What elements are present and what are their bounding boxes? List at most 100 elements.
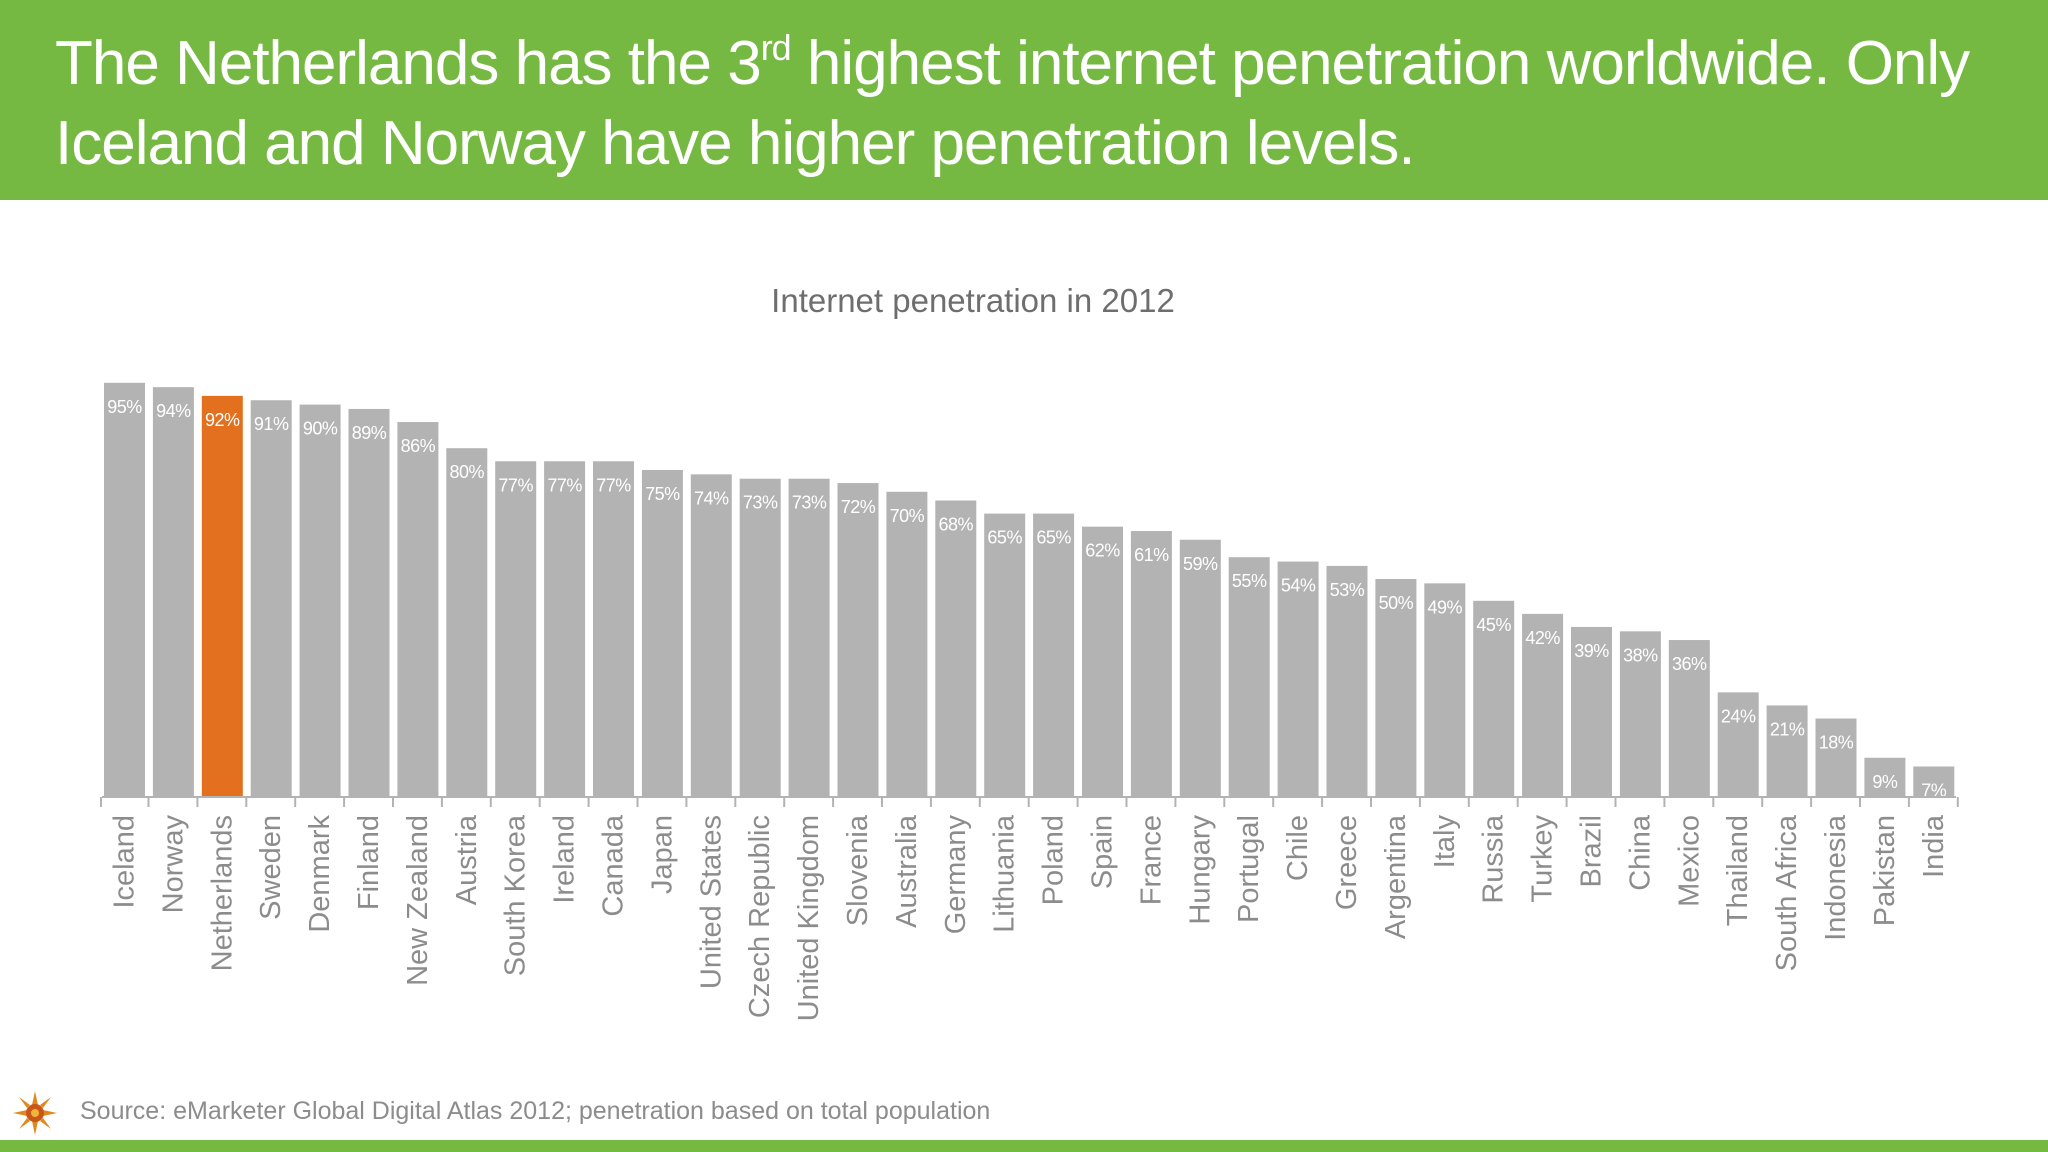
bar-chile [1277, 561, 1319, 797]
data-label-slovenia: 72% [841, 497, 876, 517]
headline-part2: highest internet penetration worldwide. … [55, 29, 1970, 178]
category-label-united-kingdom: United Kingdom [793, 815, 825, 1021]
bars-group [104, 382, 1955, 797]
data-label-south-korea: 77% [498, 475, 533, 495]
bar-brazil [1571, 626, 1612, 797]
data-labels-group: 95% 94% 92% 91% 90% 89% 86% 80% 77% 77% 77% 75% 74% 7… [107, 397, 1947, 801]
category-label-finland: Finland [353, 815, 385, 910]
category-label-united-states: United States [695, 815, 727, 989]
category-label-mexico: Mexico [1673, 815, 1705, 907]
bar-spain [1082, 526, 1123, 797]
header-banner: The Netherlands has the 3rd highest inte… [0, 0, 2048, 200]
category-label-italy: Italy [1429, 815, 1461, 869]
category-label-norway: Norway [157, 815, 189, 914]
bar-canada [593, 461, 634, 797]
data-label-south-africa: 21% [1770, 719, 1805, 739]
category-label-portugal: Portugal [1233, 815, 1265, 923]
data-label-canada: 77% [596, 475, 631, 495]
data-label-poland: 65% [1036, 528, 1071, 548]
data-label-australia: 70% [890, 506, 925, 526]
bar-italy [1424, 583, 1466, 797]
bar-australia [886, 491, 928, 797]
category-label-spain: Spain [1087, 815, 1119, 889]
bar-slovenia [837, 483, 879, 797]
footer-bar [0, 1140, 2048, 1152]
data-label-greece: 53% [1330, 580, 1365, 600]
data-label-indonesia: 18% [1819, 733, 1854, 753]
category-label-lithuania: Lithuania [989, 814, 1021, 933]
bar-indonesia [1815, 718, 1857, 797]
bar-turkey [1522, 613, 1564, 797]
bar-austria [446, 448, 488, 797]
bar-russia [1473, 600, 1515, 797]
category-label-poland: Poland [1038, 815, 1070, 905]
category-label-brazil: Brazil [1576, 815, 1608, 888]
data-label-japan: 75% [645, 484, 680, 504]
x-axis-ticks [100, 797, 1959, 807]
data-label-mexico: 36% [1672, 654, 1707, 674]
data-label-russia: 45% [1476, 615, 1511, 635]
data-label-denmark: 90% [303, 419, 338, 439]
data-label-italy: 49% [1428, 597, 1463, 617]
data-label-india: 7% [1921, 780, 1947, 800]
category-label-new-zealand: New Zealand [402, 815, 434, 986]
category-label-chile: Chile [1282, 815, 1314, 881]
headline-part1: The Netherlands has the 3 [55, 29, 762, 98]
category-label-argentina: Argentina [1380, 814, 1412, 939]
category-label-czech-republic: Czech Republic [744, 815, 776, 1018]
bar-china [1619, 631, 1661, 797]
category-label-ireland: Ireland [549, 815, 581, 904]
data-label-austria: 80% [450, 462, 485, 482]
bar-india [1913, 766, 1955, 797]
data-label-netherlands: 92% [205, 410, 240, 430]
data-label-hungary: 59% [1183, 554, 1218, 574]
category-label-turkey: Turkey [1527, 815, 1559, 903]
bar-denmark [299, 404, 341, 797]
bar-thailand [1717, 692, 1759, 797]
data-label-spain: 62% [1085, 541, 1120, 561]
data-label-france: 61% [1134, 545, 1169, 565]
chart-title: Internet penetration in 2012 [771, 282, 1175, 319]
bar-united-kingdom [788, 478, 830, 797]
category-label-france: France [1135, 815, 1167, 905]
bar-hungary [1179, 539, 1221, 797]
category-label-austria: Austria [451, 814, 483, 905]
bar-greece [1326, 565, 1368, 797]
data-label-argentina: 50% [1379, 593, 1414, 613]
category-label-japan: Japan [646, 815, 678, 894]
data-label-turkey: 42% [1525, 628, 1560, 648]
category-label-iceland: Iceland [109, 815, 141, 909]
data-label-germany: 68% [939, 515, 974, 535]
page-title: The Netherlands has the 3rd highest inte… [55, 24, 2015, 184]
category-label-south-africa: South Africa [1771, 814, 1803, 971]
category-label-germany: Germany [940, 815, 972, 935]
category-label-thailand: Thailand [1722, 815, 1754, 926]
bar-pakistan [1864, 757, 1906, 797]
category-label-hungary: Hungary [1184, 815, 1216, 925]
category-label-canada: Canada [598, 814, 630, 916]
category-labels-group: Iceland Norway Netherlands Sweden Denmark Fin… [109, 814, 1950, 1021]
bar-portugal [1228, 557, 1270, 797]
data-label-united-kingdom: 73% [792, 493, 827, 513]
data-label-chile: 54% [1281, 576, 1316, 596]
category-label-india: India [1918, 814, 1950, 878]
data-label-pakistan: 9% [1872, 772, 1898, 792]
headline-superscript: rd [760, 27, 792, 68]
bar-poland [1033, 513, 1075, 797]
bar-ireland [544, 461, 586, 797]
bar-germany [935, 500, 977, 797]
data-label-united-states: 74% [694, 488, 729, 508]
category-label-greece: Greece [1331, 815, 1363, 910]
data-label-norway: 94% [156, 401, 191, 421]
category-label-netherlands: Netherlands [206, 815, 238, 971]
bar-iceland [104, 382, 145, 797]
category-label-china: China [1624, 814, 1656, 891]
bar-france [1130, 531, 1172, 797]
category-label-russia: Russia [1478, 814, 1510, 904]
data-label-ireland: 77% [547, 475, 582, 495]
bar-sweden [250, 400, 292, 797]
bar-south-korea [495, 461, 537, 797]
source-note: Source: eMarketer Global Digital Atlas 2… [80, 1097, 991, 1125]
category-label-australia: Australia [891, 814, 923, 928]
category-label-indonesia: Indonesia [1820, 814, 1852, 941]
